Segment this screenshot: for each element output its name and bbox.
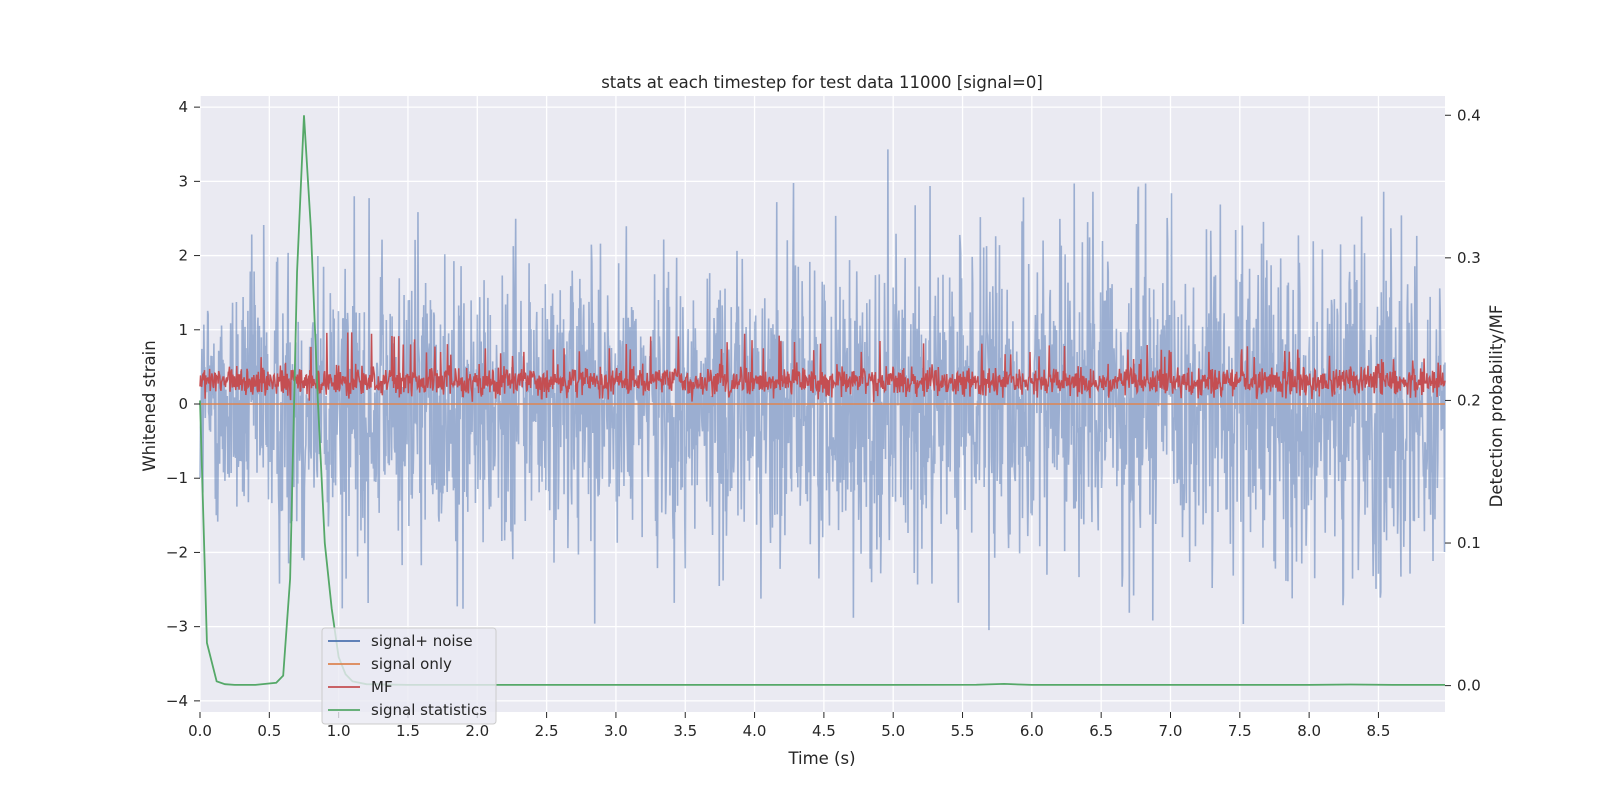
legend-box [321, 627, 497, 725]
x-tick-label-7: 3.5 [673, 722, 697, 740]
y-tick-label-right-3: 0.1 [1457, 534, 1481, 552]
y-tick-label-left-5: −1 [166, 469, 188, 487]
x-tick-label-12: 6.0 [1020, 722, 1044, 740]
y-tick-label-left-1: 3 [178, 172, 188, 190]
legend-label-signal-statistics: signal statistics [371, 701, 487, 719]
chart-title: stats at each timestep for test data 110… [601, 73, 1043, 92]
y-axis-label-left: Whitened strain [140, 340, 159, 471]
x-tick-label-13: 6.5 [1089, 722, 1113, 740]
legend-label-signal-plus-noise: signal+ noise [371, 632, 473, 650]
x-tick-label-15: 7.5 [1228, 722, 1252, 740]
x-axis-ticks: 0.0 0.5 1.0 1.5 2.0 2.5 3.0 3.5 4.0 4.5 5.0 5.5 6.0 6… [188, 712, 1390, 740]
y-tick-label-left-6: −2 [166, 543, 188, 561]
y-tick-label-left-2: 2 [178, 247, 188, 265]
y-tick-label-left-4: 0 [178, 395, 188, 413]
x-tick-label-11: 5.5 [951, 722, 975, 740]
legend-label-mf: MF [371, 678, 393, 696]
y-tick-label-left-3: 1 [178, 321, 188, 339]
legend-label-signal-only: signal only [371, 655, 452, 673]
x-tick-label-10: 5.0 [881, 722, 905, 740]
right-axis-ticks: 0.4 0.3 0.2 0.1 0.0 [1445, 106, 1481, 695]
signal-plus-noise-line [199, 149, 1446, 631]
x-tick-label-4: 2.0 [465, 722, 489, 740]
x-tick-label-16: 8.0 [1297, 722, 1321, 740]
y-axis-label-right: Detection probability/MF [1487, 305, 1506, 508]
left-axis-ticks: 4 3 2 1 0 −1 −2 −3 −4 [166, 98, 200, 710]
x-tick-label-2: 1.0 [327, 722, 351, 740]
x-tick-label-8: 4.0 [743, 722, 767, 740]
x-tick-label-0: 0.0 [188, 722, 212, 740]
x-axis-label: Time (s) [787, 749, 855, 768]
x-tick-label-6: 3.0 [604, 722, 628, 740]
x-tick-label-14: 7.0 [1159, 722, 1183, 740]
y-tick-label-left-7: −3 [166, 618, 188, 636]
y-tick-label-right-4: 0.0 [1457, 677, 1481, 695]
legend: signal+ noise signal only MF signal stat… [321, 627, 497, 725]
mf-line [199, 332, 1446, 402]
y-tick-label-right-1: 0.3 [1457, 249, 1481, 267]
x-tick-label-17: 8.5 [1367, 722, 1391, 740]
x-tick-label-5: 2.5 [535, 722, 559, 740]
y-tick-label-left-8: −4 [166, 692, 188, 710]
y-tick-label-right-2: 0.2 [1457, 391, 1481, 409]
y-tick-label-right-0: 0.4 [1457, 106, 1481, 124]
x-tick-label-1: 0.5 [257, 722, 281, 740]
x-tick-label-9: 4.5 [812, 722, 836, 740]
y-tick-label-left-0: 4 [178, 98, 188, 116]
x-tick-label-3: 1.5 [396, 722, 420, 740]
